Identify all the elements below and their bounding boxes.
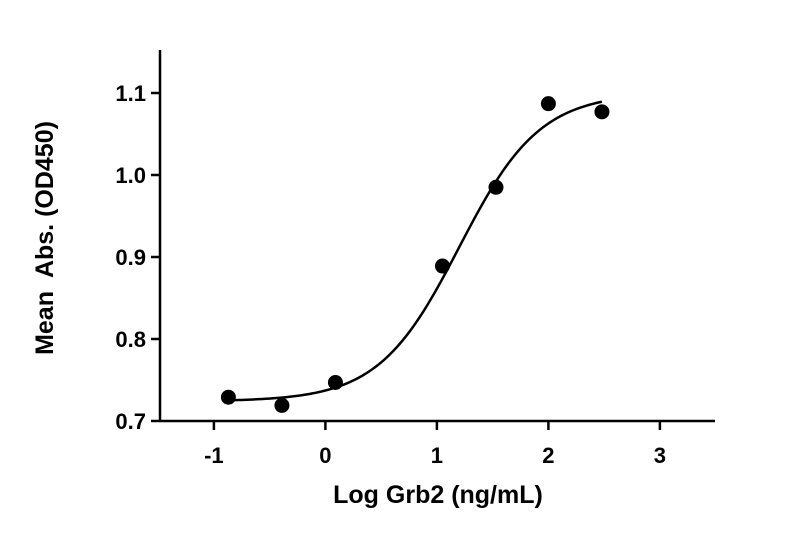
y-axis-title: Mean Abs. (OD450) xyxy=(31,121,59,355)
axes xyxy=(158,50,715,423)
y-ticks: 0.7 0.8 0.9 1.0 1.1 xyxy=(115,81,160,434)
fit-curve xyxy=(228,100,603,402)
y-tick-label: 0.7 xyxy=(115,409,146,434)
x-axis-title: Log Grb2 (ng/mL) xyxy=(333,481,543,509)
data-point xyxy=(540,96,556,112)
y-tick-label: 0.8 xyxy=(115,327,146,352)
data-point xyxy=(220,389,236,405)
data-point xyxy=(274,397,290,413)
data-point xyxy=(594,104,610,120)
data-point xyxy=(488,179,504,195)
y-tick-label: 0.9 xyxy=(115,245,146,270)
x-ticks: -1 0 1 2 3 xyxy=(204,421,666,468)
y-tick-label: 1.1 xyxy=(115,81,146,106)
data-point xyxy=(434,258,450,274)
data-point xyxy=(327,374,343,390)
y-tick-label: 1.0 xyxy=(115,163,146,188)
x-tick-label: 1 xyxy=(431,443,443,468)
x-tick-label: 3 xyxy=(654,443,666,468)
x-tick-label: 0 xyxy=(319,443,331,468)
x-tick-label: 2 xyxy=(542,443,554,468)
x-tick-label: -1 xyxy=(204,443,224,468)
data-points xyxy=(220,96,610,413)
